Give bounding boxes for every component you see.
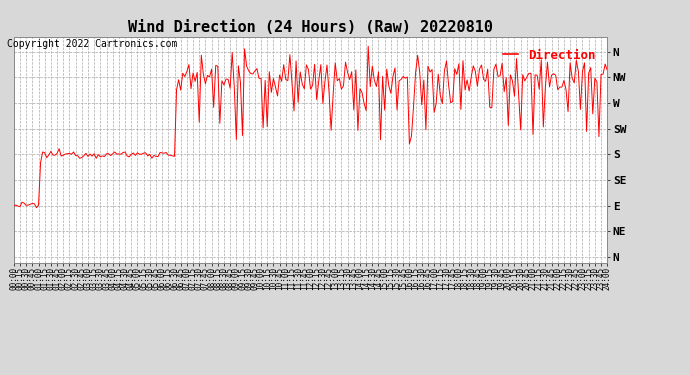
Text: Copyright 2022 Cartronics.com: Copyright 2022 Cartronics.com	[7, 39, 177, 50]
Title: Wind Direction (24 Hours) (Raw) 20220810: Wind Direction (24 Hours) (Raw) 20220810	[128, 20, 493, 35]
Legend: Direction: Direction	[498, 44, 601, 67]
